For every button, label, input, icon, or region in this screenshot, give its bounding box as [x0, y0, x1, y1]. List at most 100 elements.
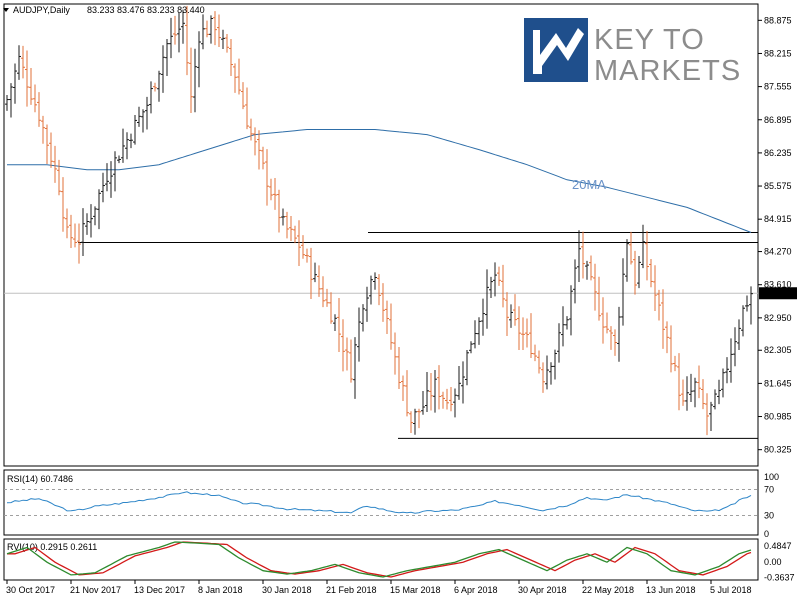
- ohlc-bar: [257, 130, 261, 170]
- ohlc-bar: [601, 297, 605, 344]
- ohlc-bar: [717, 379, 721, 405]
- ohlc-bar: [505, 292, 509, 337]
- ohlc-bar: [321, 276, 325, 308]
- logo-line1: KEY TO: [594, 24, 705, 56]
- dropdown-triangle-icon[interactable]: [3, 8, 9, 12]
- ohlc-bar: [101, 172, 105, 203]
- panel-frame: [3, 538, 759, 581]
- ohlc-bar: [621, 258, 625, 326]
- ohlc-bar: [485, 269, 489, 329]
- ohlc-bar: [389, 303, 393, 350]
- ohlc-bar: [109, 161, 113, 198]
- ohlc-bar: [513, 294, 517, 326]
- ohlc-bar: [33, 84, 37, 113]
- y-tick-label: 88.215: [764, 48, 792, 58]
- y-tick-label: 80.985: [764, 412, 792, 422]
- ohlc-bar: [357, 307, 361, 362]
- ohlc-bar: [661, 289, 665, 349]
- ohlc-bar: [73, 223, 77, 248]
- ohlc-bar: [133, 115, 137, 145]
- ohlc-bar: [589, 255, 593, 281]
- ohlc-bar: [469, 341, 473, 354]
- ohlc-bar: [617, 306, 621, 362]
- ohlc-bar: [713, 389, 717, 410]
- ohlc-bar: [209, 15, 213, 44]
- ohlc-bar: [633, 250, 637, 295]
- ohlc-bar: [413, 408, 417, 435]
- ohlc-bar: [297, 220, 301, 266]
- chart-header: AUDJPY,Daily 83.233 83.476 83.233 83.440: [3, 5, 205, 15]
- x-tick-label: 21 Feb 2018: [326, 585, 377, 595]
- y-tick-label: 82.950: [764, 313, 792, 323]
- x-tick-label: 15 Mar 2018: [390, 585, 441, 595]
- ohlc-bar: [53, 145, 57, 183]
- ohlc-bar: [533, 344, 537, 362]
- ohlc-bar: [329, 292, 333, 324]
- ohlc-bar: [733, 327, 737, 367]
- ohlc-bar: [281, 208, 285, 226]
- rsi-panel: RSI(14) 60.7486 100 70 30 0: [3, 469, 779, 539]
- ohlc-bar: [445, 388, 449, 410]
- ohlc-bar: [57, 159, 61, 196]
- x-tick-label: 30 Oct 2017: [6, 585, 55, 595]
- ohlc-bar: [153, 82, 157, 92]
- ohlc-bar: [625, 239, 629, 282]
- ohlc-bar: [501, 264, 505, 308]
- ohlc-values: 83.233 83.476 83.233 83.440: [87, 5, 205, 15]
- ma20-line: [7, 129, 752, 233]
- ohlc-bar: [345, 337, 349, 371]
- ohlc-bar: [97, 189, 101, 230]
- ohlc-bar: [609, 326, 613, 350]
- ohlc-bar: [433, 369, 437, 413]
- ohlc-bar: [525, 318, 529, 348]
- current-price-label: 83.440: [762, 288, 790, 298]
- ohlc-bar: [217, 14, 221, 48]
- ohlc-bar: [49, 132, 53, 168]
- ohlc-bar: [557, 323, 561, 363]
- y-tick-label: 87.555: [764, 82, 792, 92]
- ohlc-bar: [577, 230, 581, 282]
- ohlc-bar: [421, 391, 425, 415]
- ohlc-bar: [593, 263, 597, 311]
- ohlc-bar: [157, 70, 161, 102]
- ohlc-bar: [249, 118, 253, 141]
- rsi-tick-label: 30: [764, 511, 774, 521]
- ohlc-bar: [737, 319, 741, 350]
- ohlc-bar: [637, 256, 641, 289]
- ohlc-bar: [65, 208, 69, 239]
- ohlc-bar: [665, 321, 669, 354]
- ohlc-bar: [725, 357, 729, 384]
- x-tick-label: 30 Jan 2018: [262, 585, 312, 595]
- ohlc-bar: [541, 362, 545, 393]
- ohlc-bar: [225, 34, 229, 53]
- ohlc-bar: [457, 366, 461, 400]
- y-tick-label: 80.325: [764, 445, 792, 455]
- rvi-tick-label: -0.3637: [764, 573, 795, 583]
- x-tick-label: 21 Nov 2017: [70, 585, 121, 595]
- ohlc-bar: [349, 339, 353, 383]
- ohlc-bar: [205, 20, 209, 38]
- ohlc-bar: [141, 109, 145, 133]
- ohlc-bar: [449, 386, 453, 412]
- ohlc-bar: [409, 411, 413, 434]
- ohlc-bar: [129, 133, 133, 149]
- ohlc-bar: [749, 286, 753, 325]
- ohlc-bar: [161, 45, 165, 93]
- ohlc-bar: [461, 361, 465, 404]
- x-tick-label: 13 Jun 2018: [646, 585, 696, 595]
- ohlc-bar: [193, 48, 197, 113]
- y-tick-label: 84.915: [764, 214, 792, 224]
- ohlc-bar: [425, 371, 429, 413]
- ohlc-bar: [701, 379, 705, 410]
- ohlc-bar: [313, 262, 317, 283]
- ohlc-bar: [629, 231, 633, 265]
- ohlc-bar: [269, 178, 273, 201]
- ohlc-bar: [89, 204, 93, 238]
- key-to-markets-logo: KEY TO MARKETS: [524, 18, 740, 87]
- ohlc-bar: [149, 81, 153, 114]
- ohlc-bar: [301, 235, 305, 259]
- ohlc-bar: [709, 401, 713, 431]
- rvi-panel: RVI(10) 0.2915 0.2611 0.4847 0.00 -0.3637: [3, 538, 795, 583]
- ohlc-bar: [361, 304, 365, 332]
